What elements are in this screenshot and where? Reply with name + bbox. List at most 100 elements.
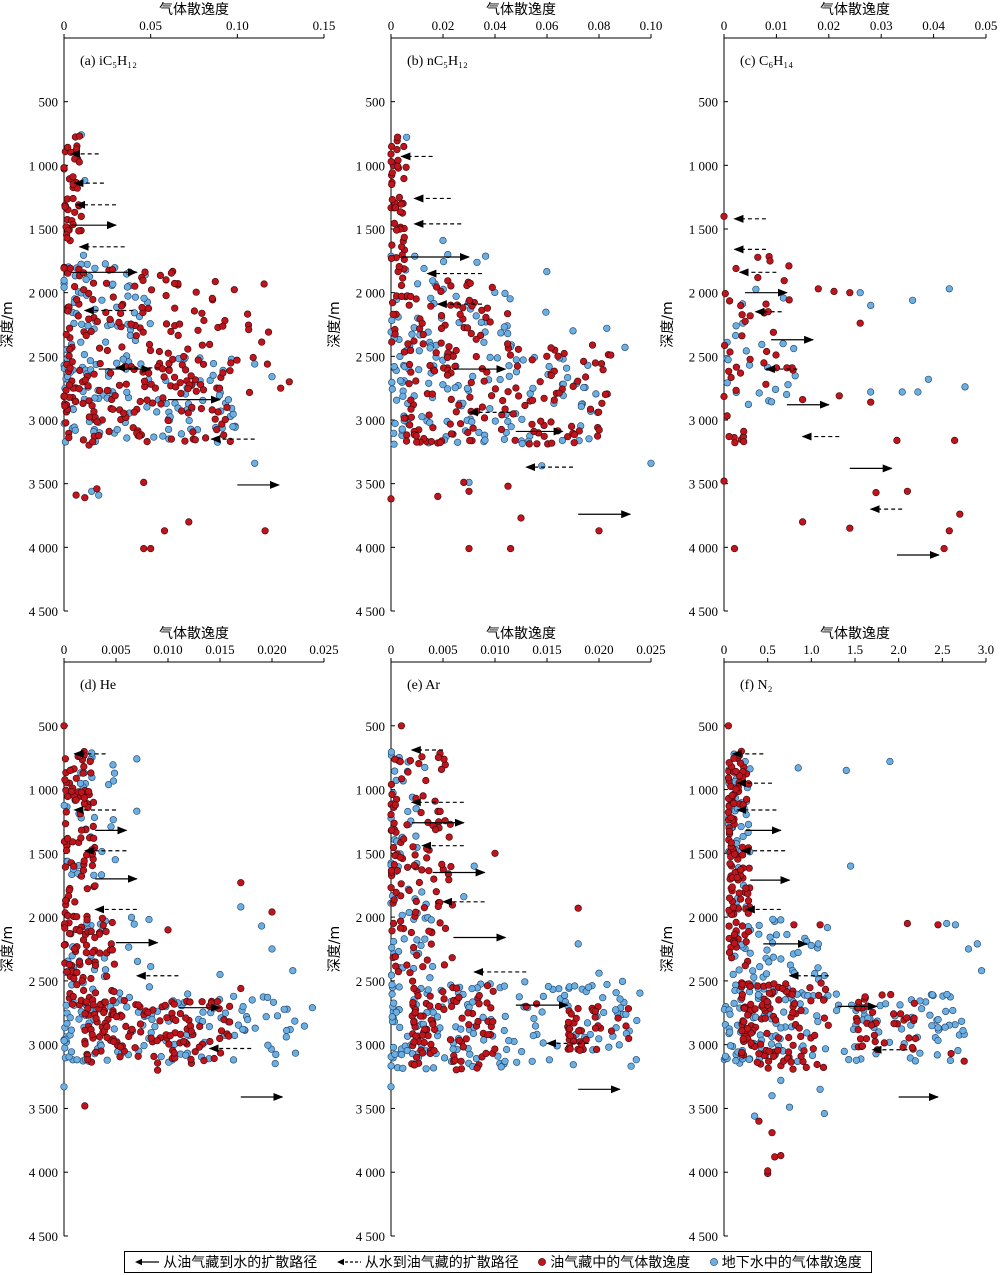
y-tick-label: 3 000 <box>689 413 718 428</box>
oil-reservoir-point <box>81 1040 89 1048</box>
groundwater-point <box>571 982 579 990</box>
groundwater-point <box>500 435 509 443</box>
oil-reservoir-point <box>725 297 734 305</box>
oil-reservoir-point <box>540 394 548 402</box>
oil-reservoir-point <box>62 846 71 855</box>
oil-reservoir-point <box>425 927 433 935</box>
oil-reservoir-point <box>740 427 748 436</box>
oil-reservoir-point <box>878 991 886 999</box>
groundwater-point <box>104 780 113 789</box>
groundwater-point <box>767 1040 776 1048</box>
x-axis-label: 气体散逸度 <box>820 2 890 18</box>
groundwater-point <box>91 394 99 402</box>
oil-reservoir-point <box>72 774 80 782</box>
groundwater-point <box>563 374 572 382</box>
oil-reservoir-point <box>249 353 257 362</box>
oil-reservoir-point <box>491 849 499 857</box>
y-tick-label: 2 000 <box>29 910 58 925</box>
groundwater-point <box>928 991 937 999</box>
oil-reservoir-point <box>110 1037 118 1046</box>
oil-reservoir-point <box>89 1001 97 1009</box>
groundwater-point <box>451 384 459 392</box>
groundwater-point <box>758 340 766 349</box>
oil-reservoir-point <box>453 984 461 992</box>
oil-reservoir-point <box>116 1053 124 1061</box>
oil-reservoir-point <box>76 810 84 818</box>
groundwater-point <box>61 1044 69 1052</box>
oil-reservoir-point <box>74 312 82 320</box>
oil-reservoir-point <box>574 904 582 912</box>
oil-reservoir-point <box>775 996 783 1004</box>
groundwater-point <box>429 277 437 285</box>
oil-reservoir-point <box>487 1004 495 1012</box>
oil-reservoir-point <box>130 408 138 416</box>
oil-reservoir-point <box>162 276 170 284</box>
legend-oil-points-label: 油气藏中的气体散逸度 <box>550 1255 691 1271</box>
groundwater-point <box>486 353 494 362</box>
groundwater-point <box>123 434 131 442</box>
groundwater-point <box>560 991 569 1000</box>
oil-reservoir-point <box>742 884 750 892</box>
oil-reservoir-point <box>572 1014 580 1022</box>
groundwater-point <box>580 383 588 392</box>
groundwater-point <box>612 989 620 997</box>
groundwater-point <box>934 1024 942 1032</box>
oil-reservoir-point <box>390 860 398 869</box>
oil-reservoir-point <box>430 875 438 883</box>
oil-reservoir-point <box>180 353 188 361</box>
oil-reservoir-point <box>411 851 419 859</box>
groundwater-point <box>881 1000 890 1008</box>
groundwater-point <box>515 993 523 1001</box>
oil-reservoir-point <box>910 1014 918 1022</box>
oil-reservoir-point <box>766 257 774 265</box>
groundwater-point <box>454 438 462 446</box>
panel-d: 0 0.005 0.010 0.015 0.020 0.025 气体散逸度 500 1 000 1… <box>0 626 339 1244</box>
oil-reservoir-point <box>816 921 824 929</box>
oil-reservoir-point <box>410 861 418 870</box>
oil-reservoir-point <box>440 995 448 1003</box>
oil-reservoir-point <box>911 1034 920 1043</box>
oil-reservoir-point <box>77 872 86 880</box>
groundwater-point <box>505 372 513 380</box>
oil-reservoir-point <box>473 1064 481 1072</box>
oil-reservoir-point <box>543 352 551 360</box>
groundwater-point <box>73 1056 81 1064</box>
oil-reservoir-point <box>64 911 72 920</box>
oil-reservoir-point <box>61 755 70 763</box>
groundwater-point <box>271 1059 279 1068</box>
oil-reservoir-point <box>591 1024 600 1032</box>
oil-reservoir-point <box>109 996 117 1005</box>
oil-reservoir-point <box>434 902 442 911</box>
groundwater-point <box>543 268 551 276</box>
groundwater-point <box>627 1062 635 1070</box>
groundwater-point <box>595 1035 603 1043</box>
oil-reservoir-point <box>736 759 745 767</box>
oil-reservoir-point <box>198 998 206 1006</box>
oil-reservoir-point <box>75 385 83 393</box>
oil-reservoir-point <box>73 913 81 921</box>
oil-reservoir-point <box>730 799 738 808</box>
oil-reservoir-point <box>452 346 460 355</box>
oil-reservoir-point <box>601 390 610 399</box>
oil-reservoir-point <box>89 438 97 446</box>
oil-reservoir-point <box>62 419 70 427</box>
groundwater-point <box>529 1031 537 1040</box>
oil-reservoir-point <box>161 1001 169 1009</box>
oil-reservoir-point <box>194 356 202 364</box>
groundwater-point <box>730 999 738 1008</box>
oil-reservoir-point <box>464 1009 472 1017</box>
oil-reservoir-point <box>122 380 130 388</box>
oil-reservoir-point <box>108 918 116 927</box>
oil-reservoir-point <box>217 1027 226 1035</box>
groundwater-point <box>599 994 607 1002</box>
oil-reservoir-point <box>102 927 110 936</box>
oil-reservoir-point <box>731 439 739 447</box>
oil-reservoir-point <box>947 1049 955 1058</box>
oil-reservoir-point <box>419 1031 427 1039</box>
oil-reservoir-point <box>856 1035 865 1043</box>
oil-reservoir-point <box>184 345 192 353</box>
groundwater-point <box>946 1056 955 1065</box>
legend-water-points-label: 地下水中的气体散逸度 <box>721 1255 862 1271</box>
x-tick-label: 1.5 <box>847 642 863 657</box>
